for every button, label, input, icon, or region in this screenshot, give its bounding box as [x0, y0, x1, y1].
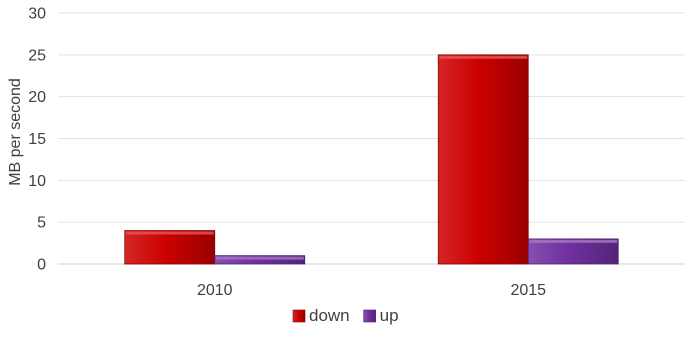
bar-up-2010: [214, 255, 306, 265]
y-tick-label: 15: [28, 131, 46, 148]
x-axis-ticks: 2010 2015: [197, 282, 546, 299]
y-tick-label: 10: [28, 173, 46, 190]
bars: [124, 54, 619, 265]
y-tick-label: 30: [28, 6, 46, 23]
legend-swatch: [292, 309, 306, 323]
x-tick-label: 2015: [510, 282, 546, 299]
y-axis-ticks: 0 5 10 15 20 25 30: [28, 6, 46, 274]
bar-up-2015: [527, 238, 619, 265]
legend-label: up: [380, 306, 399, 325]
y-tick-label: 20: [28, 89, 46, 106]
legend-swatch: [363, 309, 376, 323]
legend: down up: [292, 306, 399, 325]
y-tick-label: 0: [37, 257, 46, 274]
bar-down-2015: [437, 54, 529, 265]
bar-down-2010: [124, 230, 216, 265]
legend-item-up: up: [363, 306, 399, 325]
y-tick-label: 5: [37, 215, 46, 232]
legend-item-down: down: [292, 306, 350, 325]
grid: [58, 12, 685, 265]
y-axis-title: MB per second: [7, 78, 24, 186]
x-tick-label: 2010: [197, 282, 233, 299]
y-tick-label: 25: [28, 47, 46, 64]
legend-label: down: [309, 306, 350, 325]
